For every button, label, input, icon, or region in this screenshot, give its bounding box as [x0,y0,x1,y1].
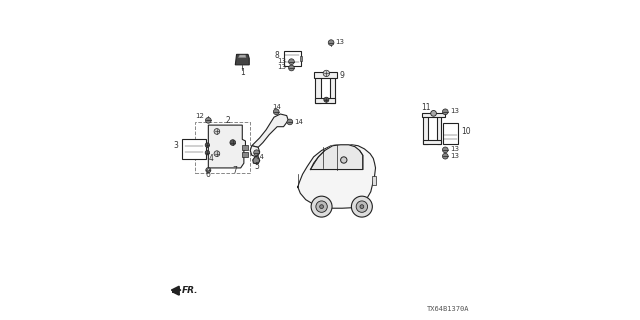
Polygon shape [250,146,260,157]
Circle shape [320,205,323,209]
Circle shape [351,196,372,217]
Polygon shape [310,145,363,170]
Circle shape [287,119,292,125]
Bar [243,152,248,157]
Polygon shape [253,157,260,164]
Text: 12: 12 [195,113,204,119]
Circle shape [328,40,334,45]
Text: 10: 10 [461,127,471,136]
Text: 13: 13 [278,58,287,64]
Circle shape [360,205,364,209]
Circle shape [289,59,294,65]
Text: 13: 13 [450,153,459,158]
Circle shape [311,196,332,217]
Circle shape [356,201,367,212]
Polygon shape [298,145,376,208]
Polygon shape [236,54,249,65]
Bar [284,51,301,66]
Bar [243,145,248,150]
Text: 14: 14 [272,104,281,110]
Text: 2: 2 [226,116,230,125]
Text: 3: 3 [173,141,178,150]
Circle shape [316,201,327,212]
Circle shape [205,117,211,123]
Circle shape [207,169,210,172]
Text: 13: 13 [278,64,287,70]
Text: 13: 13 [335,39,344,45]
Text: 13: 13 [450,146,459,152]
Bar [436,116,442,144]
Circle shape [324,97,329,102]
Text: 4: 4 [209,154,213,163]
Circle shape [214,151,220,156]
Bar [316,98,335,103]
Text: 11: 11 [422,103,431,112]
Circle shape [442,153,448,159]
Circle shape [340,157,347,163]
Circle shape [273,109,279,115]
Circle shape [289,65,294,71]
Bar [443,123,458,143]
Bar [423,116,428,144]
Text: 14: 14 [294,119,303,125]
Text: FR.: FR. [182,286,198,295]
Text: 1: 1 [240,68,244,77]
Circle shape [214,129,220,134]
Text: 13: 13 [450,108,459,114]
Circle shape [230,140,236,145]
Circle shape [442,109,448,115]
Bar [182,139,206,159]
Bar [372,177,376,185]
Bar [316,76,321,103]
Text: 7: 7 [232,166,237,175]
Circle shape [253,150,259,156]
Text: 9: 9 [339,71,344,80]
Bar [330,76,335,103]
Text: 6: 6 [206,170,211,179]
Circle shape [431,110,436,116]
Circle shape [205,150,210,155]
Circle shape [323,70,330,76]
Bar [423,140,442,144]
Text: 14: 14 [255,155,264,160]
Text: TX64B1370A: TX64B1370A [427,306,469,312]
Circle shape [442,147,448,153]
Bar [422,113,445,117]
Text: 8: 8 [275,52,280,60]
Bar [300,56,302,61]
Text: 5: 5 [254,163,259,172]
Circle shape [206,168,211,173]
Polygon shape [209,125,246,168]
Bar [314,72,337,77]
Polygon shape [252,114,288,147]
Bar [195,122,250,173]
Polygon shape [239,55,246,58]
Circle shape [205,143,210,147]
